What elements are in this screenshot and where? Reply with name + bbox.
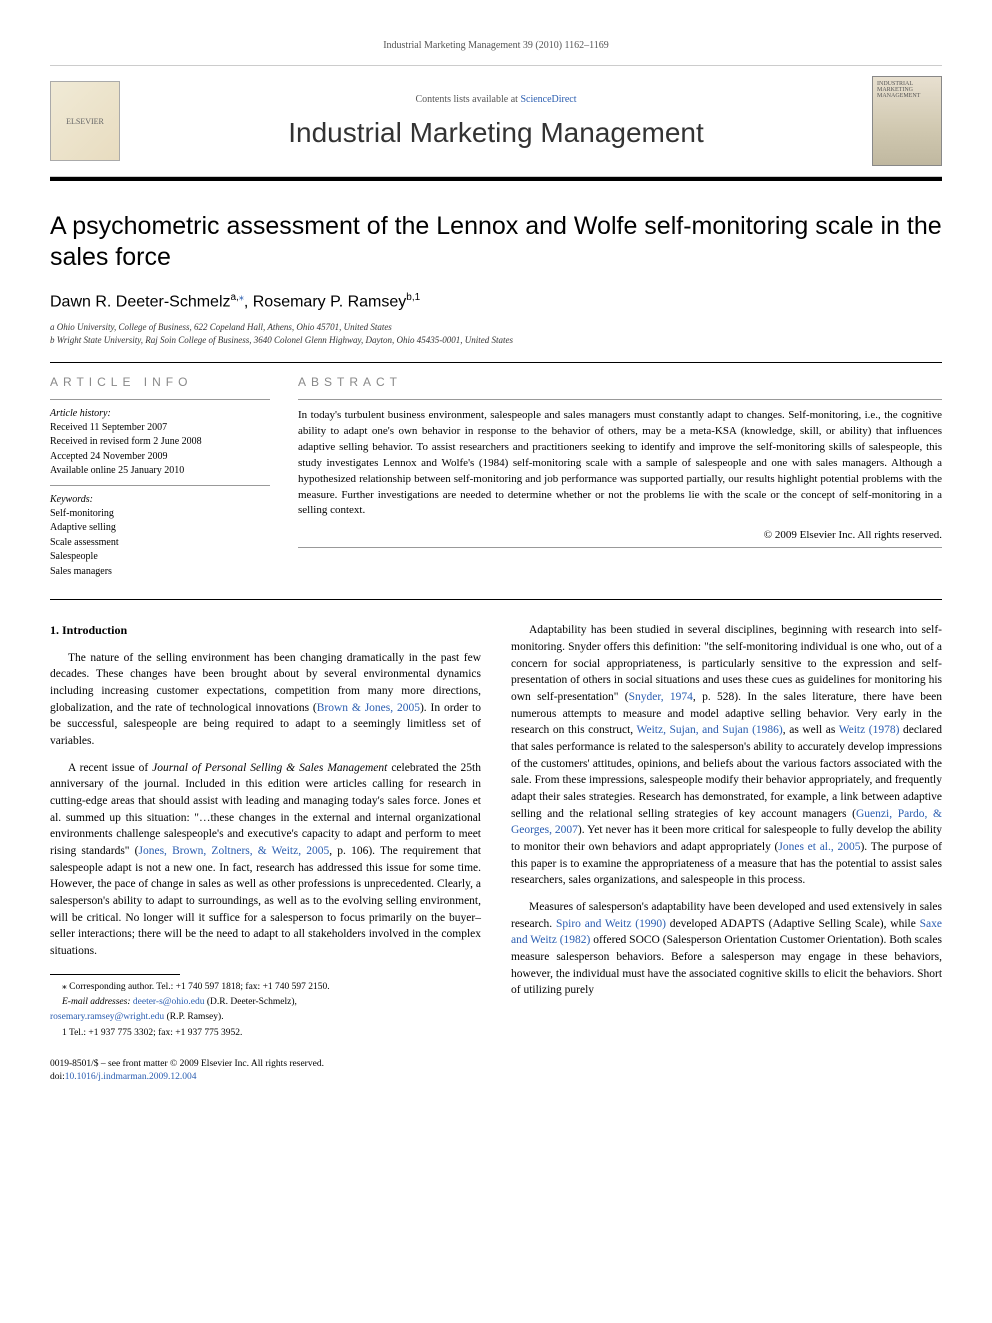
email1-name: (D.R. Deeter-Schmelz), (205, 997, 297, 1007)
doi-prefix: doi: (50, 1072, 65, 1082)
info-abstract-row: ARTICLE INFO Article history: Received 1… (50, 375, 942, 580)
ref-jones-et-al-2005[interactable]: Jones, Brown, Zoltners, & Weitz, 2005 (138, 845, 329, 857)
running-head: Industrial Marketing Management 39 (2010… (50, 40, 942, 51)
keyword-3: Scale assessment (50, 536, 270, 551)
abstract-text: In today's turbulent business environmen… (298, 408, 942, 520)
history-revised: Received in revised form 2 June 2008 (50, 435, 270, 450)
p3d: declared that sales performance is relat… (511, 724, 942, 819)
header-center: Contents lists available at ScienceDirec… (140, 94, 852, 149)
author-1-affil: a,⁎ (231, 292, 244, 303)
article-info-heading: ARTICLE INFO (50, 375, 270, 389)
journal-name: Industrial Marketing Management (140, 117, 852, 149)
history-accepted: Accepted 24 November 2009 (50, 450, 270, 465)
body-column-left: 1. Introduction The nature of the sellin… (50, 622, 481, 1084)
info-sep-2 (50, 485, 270, 486)
sup-a: a, (231, 292, 239, 303)
keyword-5: Sales managers (50, 565, 270, 580)
paragraph-3: Adaptability has been studied in several… (511, 622, 942, 889)
elsevier-logo: ELSEVIER (50, 81, 120, 161)
email2-name: (R.P. Ramsey). (164, 1012, 223, 1022)
paragraph-4: Measures of salesperson's adaptability h… (511, 899, 942, 999)
divider-top (50, 362, 942, 363)
keyword-2: Adaptive selling (50, 521, 270, 536)
section-1-heading: 1. Introduction (50, 622, 481, 639)
footnote-emails: E-mail addresses: deeter-s@ohio.edu (D.R… (50, 996, 481, 1009)
footer-block: 0019-8501/$ – see front matter © 2009 El… (50, 1058, 481, 1085)
divider-body (50, 599, 942, 600)
ref-weitz-sujan-1986[interactable]: Weitz, Sujan, and Sujan (1986) (637, 724, 783, 736)
article-info-column: ARTICLE INFO Article history: Received 1… (50, 375, 270, 580)
history-received: Received 11 September 2007 (50, 421, 270, 436)
keyword-4: Salespeople (50, 550, 270, 565)
doi-link[interactable]: 10.1016/j.indmarman.2009.12.004 (65, 1072, 197, 1082)
p2a: A recent issue of (68, 762, 152, 774)
footnotes-block: ⁎ Corresponding author. Tel.: +1 740 597… (50, 981, 481, 1040)
sciencedirect-link[interactable]: ScienceDirect (520, 94, 576, 105)
footnote-1: 1 Tel.: +1 937 775 3302; fax: +1 937 775… (50, 1027, 481, 1040)
affiliations: a Ohio University, College of Business, … (50, 321, 942, 348)
journal-cover-thumbnail: INDUSTRIAL MARKETING MANAGEMENT (872, 76, 942, 166)
abstract-sep (298, 399, 942, 400)
p4b: developed ADAPTS (Adaptive Selling Scale… (666, 918, 920, 930)
author-2: , Rosemary P. Ramsey (244, 293, 406, 310)
journal-title-em: Journal of Personal Selling & Sales Mana… (152, 762, 387, 774)
contents-prefix: Contents lists available at (415, 94, 520, 105)
history-label: Article history: (50, 408, 270, 419)
keyword-1: Self-monitoring (50, 507, 270, 522)
footer-copyright: 0019-8501/$ – see front matter © 2009 El… (50, 1058, 481, 1071)
abstract-column: ABSTRACT In today's turbulent business e… (298, 375, 942, 580)
footnote-corresponding: ⁎ Corresponding author. Tel.: +1 740 597… (50, 981, 481, 994)
footnote-separator (50, 974, 180, 975)
footnote-email2: rosemary.ramsey@wright.edu (R.P. Ramsey)… (50, 1011, 481, 1024)
email-ramsey[interactable]: rosemary.ramsey@wright.edu (50, 1012, 164, 1022)
p2b: celebrated the 25th anniversary of the j… (50, 762, 481, 857)
ref-jones-2005b[interactable]: Jones et al., 2005 (778, 841, 860, 853)
journal-header-inner: ELSEVIER Contents lists available at Sci… (50, 65, 942, 177)
ref-brown-jones-2005[interactable]: Brown & Jones, 2005 (317, 702, 420, 714)
author-2-affil: b,1 (406, 292, 420, 303)
contents-available-line: Contents lists available at ScienceDirec… (140, 94, 852, 105)
footer-doi: doi:10.1016/j.indmarman.2009.12.004 (50, 1071, 481, 1084)
affiliation-b: b Wright State University, Raj Soin Coll… (50, 334, 942, 348)
body-column-right: Adaptability has been studied in several… (511, 622, 942, 1084)
affiliation-a: a Ohio University, College of Business, … (50, 321, 942, 335)
ref-weitz-1978[interactable]: Weitz (1978) (839, 724, 900, 736)
ref-snyder-1974[interactable]: Snyder, 1974 (629, 691, 693, 703)
abstract-heading: ABSTRACT (298, 375, 942, 389)
email-label: E-mail addresses: (62, 997, 133, 1007)
author-list: Dawn R. Deeter-Schmelza,⁎, Rosemary P. R… (50, 292, 942, 311)
p2c: , p. 106). The requirement that salespeo… (50, 845, 481, 957)
email-deeter[interactable]: deeter-s@ohio.edu (133, 997, 205, 1007)
article-title: A psychometric assessment of the Lennox … (50, 211, 942, 274)
keywords-label: Keywords: (50, 494, 270, 505)
info-sep-1 (50, 399, 270, 400)
journal-header-block: ELSEVIER Contents lists available at Sci… (50, 65, 942, 181)
abstract-sep-bottom (298, 547, 942, 548)
paragraph-1: The nature of the selling environment ha… (50, 650, 481, 750)
paragraph-2: A recent issue of Journal of Personal Se… (50, 760, 481, 960)
ref-spiro-weitz-1990[interactable]: Spiro and Weitz (1990) (556, 918, 666, 930)
history-online: Available online 25 January 2010 (50, 464, 270, 479)
abstract-copyright: © 2009 Elsevier Inc. All rights reserved… (298, 529, 942, 541)
p3c: , as well as (783, 724, 839, 736)
author-1: Dawn R. Deeter-Schmelz (50, 293, 231, 310)
body-two-column: 1. Introduction The nature of the sellin… (50, 622, 942, 1084)
